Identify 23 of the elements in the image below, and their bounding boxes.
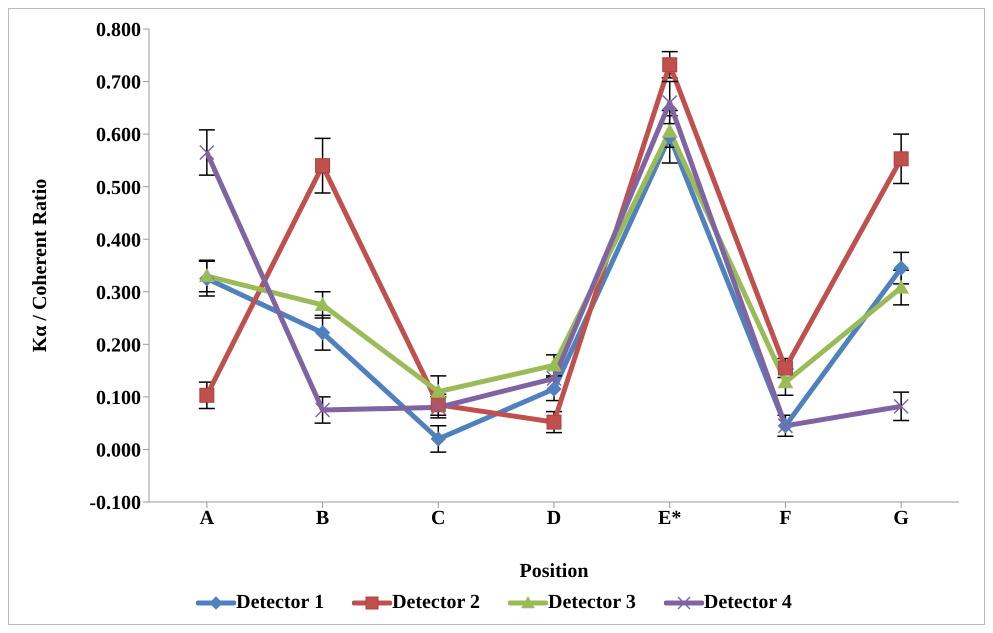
x-tick-label: C [431, 507, 446, 530]
y-tick-label: 0.200 [96, 334, 141, 356]
legend-label: Detector 4 [704, 591, 792, 614]
y-tick-label: 0.000 [96, 440, 141, 462]
y-tick-label: 0.700 [96, 72, 141, 94]
y-tick-label: -0.100 [89, 492, 141, 514]
y-axis-title: Kα / Coherent Ratio [29, 178, 52, 352]
x-tick-label: F [779, 507, 792, 530]
legend-label: Detector 3 [548, 591, 636, 614]
legend-label: Detector 2 [392, 591, 480, 614]
x-tick-label: A [200, 507, 215, 530]
x-axis-title: Position [520, 560, 588, 582]
y-tick-label: 0.300 [96, 282, 141, 304]
x-tick-label: E* [658, 507, 682, 530]
y-tick-label: 0.100 [96, 386, 141, 409]
y-tick-label: 0.500 [96, 176, 141, 199]
x-tick-label: D [546, 507, 562, 530]
y-tick-label: 0.400 [96, 229, 141, 252]
x-tick-label: B [316, 507, 330, 530]
legend-label: Detector 1 [236, 591, 324, 614]
y-tick-label: 0.600 [96, 124, 141, 146]
y-tick-label: 0.800 [96, 19, 141, 42]
x-tick-label: G [893, 507, 910, 530]
